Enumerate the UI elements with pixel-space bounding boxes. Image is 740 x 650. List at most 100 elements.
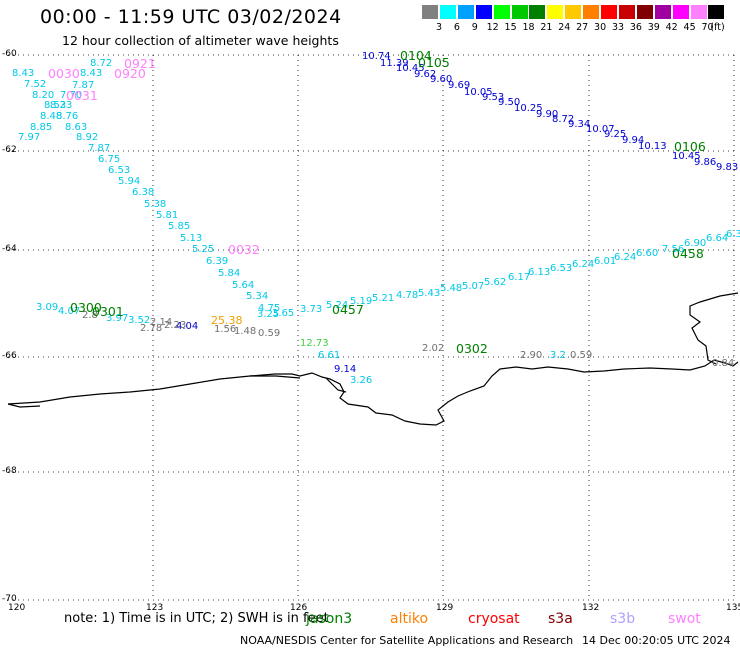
- colorbar-label: 12: [486, 22, 499, 33]
- wave-height-label: 3.2: [550, 350, 566, 361]
- wave-height-label: 2.78: [140, 323, 163, 334]
- wave-height-label: 5.43: [418, 288, 441, 299]
- wave-height-label: 4.75: [258, 303, 281, 314]
- wave-height-label: 8.20: [32, 90, 55, 101]
- wave-height-label: 9.86: [694, 157, 717, 168]
- wave-height-label: 8.72: [90, 58, 113, 69]
- track-time-label: 0458: [672, 246, 704, 261]
- track-time-label: 0301: [92, 304, 124, 319]
- colorbar-swatch: [439, 5, 456, 19]
- lat-label: -64: [2, 244, 17, 254]
- lat-label: -68: [2, 466, 17, 476]
- colorbar-label: 21: [540, 22, 553, 33]
- satellite-s3a: s3a: [548, 611, 573, 627]
- colorbar-swatch: [708, 5, 725, 19]
- colorbar-swatch: [618, 5, 635, 19]
- colorbar-swatch: [475, 5, 492, 19]
- wave-height-label: 10.45: [672, 151, 701, 162]
- antarctic-coastline: [7, 292, 739, 426]
- wave-height-label: 7.87: [88, 143, 111, 154]
- wave-height-label: 11.39: [380, 58, 409, 69]
- wave-height-label: 3.65: [272, 308, 295, 319]
- wave-height-label: 6.13: [528, 267, 551, 278]
- colorbar-swatch: [457, 5, 474, 19]
- wave-height-label: 6.17: [508, 272, 531, 283]
- wave-height-label: 5.25: [192, 244, 215, 255]
- wave-height-label: 5.24: [326, 300, 349, 311]
- colorbar-swatch: [529, 5, 546, 19]
- wave-height-label: 9.25: [604, 129, 627, 140]
- wave-height-label: 5.84: [218, 268, 241, 279]
- wave-height-label: 6.61: [318, 350, 341, 361]
- track-time-label: 0920: [114, 66, 146, 81]
- colorbar-label: 36: [629, 22, 642, 33]
- generated-timestamp: 14 Dec 00:20:05 UTC 2024: [582, 634, 731, 647]
- colorbar-swatch: [511, 5, 528, 19]
- track-time-label: 0302: [456, 341, 488, 356]
- lon-label: 126: [290, 603, 308, 613]
- wave-height-label: 9.34: [568, 119, 591, 130]
- colorbar-label: 3: [435, 22, 443, 33]
- wave-height-label: 7.56: [662, 244, 685, 255]
- colorbar-swatch: [690, 5, 707, 19]
- wave-height-label: 2.02: [422, 343, 445, 354]
- wave-height-label: 7.70: [60, 90, 83, 101]
- wave-height-label: 5.19: [350, 296, 373, 307]
- lat-label: -70: [2, 594, 17, 604]
- colorbar-unit: (ft): [710, 22, 725, 33]
- wave-height-label: 10.25: [514, 103, 543, 114]
- wave-height-label: 6.60: [636, 248, 659, 259]
- wave-height-label: 5.85: [168, 221, 191, 232]
- colorbar-label: 30: [594, 22, 607, 33]
- wave-height-label: 9.50: [498, 97, 521, 108]
- wave-height-label: 3.25: [257, 309, 280, 320]
- credit-line: NOAA/NESDIS Center for Satellite Applica…: [240, 634, 574, 647]
- wave-height-label: 9.62: [414, 69, 437, 80]
- wave-height-label: 9.83: [716, 162, 739, 173]
- wave-height-label: 0.59: [258, 328, 281, 339]
- wave-height-label: 2.8: [82, 310, 98, 321]
- colorbar-swatch: [547, 5, 564, 19]
- wave-height-label: 5.38: [144, 199, 167, 210]
- satellite-cryosat: cryosat: [468, 611, 520, 627]
- wave-height-label: 3.52: [128, 315, 151, 326]
- wave-height-label: 8.23: [50, 100, 73, 111]
- wave-height-label: 7.97: [18, 132, 41, 143]
- wave-height-label: 8.76: [56, 111, 79, 122]
- wave-height-label: 8.63: [65, 122, 88, 133]
- colorbar-label: 27: [576, 22, 589, 33]
- wave-height-label: 8.53: [44, 100, 67, 111]
- colorbar-label: 18: [522, 22, 535, 33]
- wave-height-label: 3.97: [106, 313, 129, 324]
- track-time-label: 0104: [400, 48, 432, 63]
- wave-height-label: 9.69: [448, 80, 471, 91]
- wave-height-label: 9.14: [334, 364, 357, 375]
- wave-height-label: 10.74: [362, 51, 391, 62]
- lon-label: 135: [726, 603, 740, 613]
- wave-height-label: 7.87: [72, 80, 95, 91]
- wave-height-label: 1.56: [214, 324, 237, 335]
- colorbar-swatch: [654, 5, 671, 19]
- wave-height-label: 5.07: [462, 281, 485, 292]
- wave-height-label: 9.90: [536, 109, 559, 120]
- colorbar-swatch: [636, 5, 653, 19]
- wave-height-label: 0.59: [570, 350, 593, 361]
- wave-height-label: 8.43: [12, 68, 35, 79]
- lat-label: -60: [2, 49, 17, 59]
- wave-height-label: 10.45: [396, 63, 425, 74]
- wave-height-label: 6.39: [206, 256, 229, 267]
- wave-height-label: 5.62: [484, 277, 507, 288]
- wave-height-label: 10.07: [586, 124, 615, 135]
- lon-label: 129: [436, 603, 454, 613]
- wave-height-label: 8.92: [76, 132, 99, 143]
- wave-height-label: 8.43: [80, 68, 103, 79]
- wave-height-label: 7.52: [24, 79, 47, 90]
- colorbar-swatch: [565, 5, 582, 19]
- wave-height-label: 25.38: [211, 314, 243, 327]
- wave-height-label: 3.73: [300, 304, 323, 315]
- wave-height-label: 2.14: [150, 317, 173, 328]
- colorbar-label: 42: [665, 22, 678, 33]
- track-time-label: 0031: [66, 88, 98, 103]
- colorbar-label: 33: [611, 22, 625, 33]
- wave-height-label: 5.34: [246, 291, 269, 302]
